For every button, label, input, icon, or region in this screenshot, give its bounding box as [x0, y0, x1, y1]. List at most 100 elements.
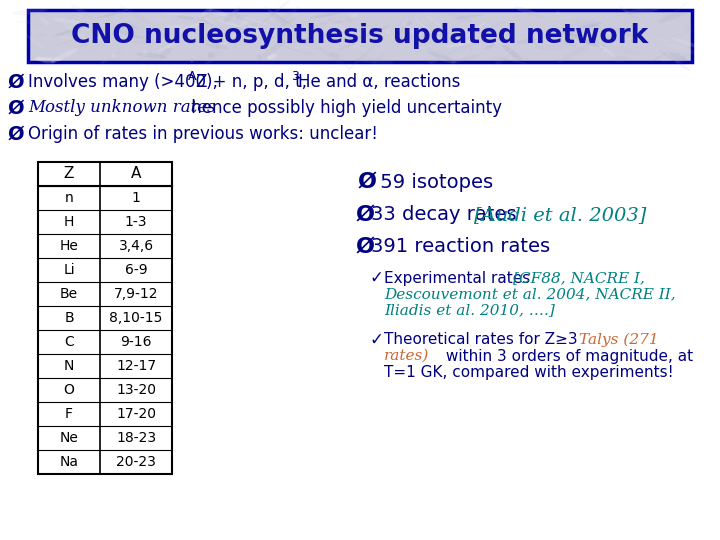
Ellipse shape: [323, 19, 354, 35]
Text: 59 isotopes: 59 isotopes: [374, 172, 493, 192]
Ellipse shape: [217, 20, 252, 29]
Ellipse shape: [79, 22, 91, 24]
Ellipse shape: [310, 12, 341, 18]
Ellipse shape: [269, 11, 295, 30]
Ellipse shape: [469, 48, 473, 50]
Ellipse shape: [294, 47, 301, 49]
Ellipse shape: [565, 22, 601, 35]
Ellipse shape: [190, 58, 194, 63]
Ellipse shape: [124, 24, 138, 29]
Ellipse shape: [204, 43, 228, 49]
Ellipse shape: [676, 54, 689, 63]
Ellipse shape: [623, 8, 658, 14]
Ellipse shape: [347, 44, 376, 71]
Ellipse shape: [219, 34, 235, 46]
Ellipse shape: [426, 32, 451, 39]
Ellipse shape: [116, 34, 120, 37]
Ellipse shape: [586, 38, 600, 44]
Ellipse shape: [30, 11, 37, 17]
Ellipse shape: [586, 23, 603, 29]
Ellipse shape: [426, 47, 439, 57]
Ellipse shape: [257, 55, 261, 59]
Text: n: n: [65, 191, 73, 205]
Ellipse shape: [403, 23, 416, 36]
Ellipse shape: [354, 58, 394, 64]
Ellipse shape: [262, 0, 290, 23]
Ellipse shape: [35, 33, 47, 37]
Text: Be: Be: [60, 287, 78, 301]
Ellipse shape: [423, 14, 441, 26]
Text: 1-3: 1-3: [125, 215, 148, 229]
Ellipse shape: [267, 32, 276, 36]
Ellipse shape: [447, 15, 469, 33]
Ellipse shape: [53, 36, 93, 42]
Text: Ø: Ø: [355, 237, 374, 257]
Ellipse shape: [417, 35, 428, 39]
Ellipse shape: [385, 30, 390, 35]
Ellipse shape: [240, 21, 248, 26]
Ellipse shape: [226, 23, 259, 33]
Ellipse shape: [111, 53, 116, 58]
Text: ✓: ✓: [370, 331, 384, 349]
Text: 9-16: 9-16: [120, 335, 152, 349]
Ellipse shape: [372, 52, 387, 64]
Ellipse shape: [571, 19, 599, 24]
Text: hence possibly high yield uncertainty: hence possibly high yield uncertainty: [186, 99, 502, 117]
Ellipse shape: [402, 21, 436, 42]
Ellipse shape: [350, 14, 359, 17]
Ellipse shape: [446, 12, 472, 23]
Ellipse shape: [331, 21, 343, 23]
Text: Ø: Ø: [355, 205, 374, 225]
Ellipse shape: [346, 26, 352, 30]
Ellipse shape: [660, 59, 672, 62]
Text: Descouvemont et al. 2004, NACRE II,: Descouvemont et al. 2004, NACRE II,: [384, 287, 675, 301]
Ellipse shape: [578, 24, 600, 28]
Text: rates): rates): [384, 349, 429, 363]
Text: 20-23: 20-23: [116, 455, 156, 469]
Ellipse shape: [348, 36, 362, 40]
Ellipse shape: [194, 12, 217, 22]
Ellipse shape: [657, 12, 685, 23]
Ellipse shape: [201, 34, 212, 42]
Ellipse shape: [620, 34, 627, 37]
Ellipse shape: [297, 30, 305, 33]
Ellipse shape: [613, 56, 628, 62]
Text: H: H: [64, 215, 74, 229]
Ellipse shape: [267, 54, 274, 60]
Ellipse shape: [555, 16, 573, 19]
Ellipse shape: [663, 2, 688, 22]
Text: He: He: [60, 239, 78, 253]
Ellipse shape: [17, 21, 46, 26]
Text: 8,10-15: 8,10-15: [109, 311, 163, 325]
Ellipse shape: [485, 44, 495, 50]
Ellipse shape: [550, 29, 579, 36]
Ellipse shape: [281, 42, 316, 43]
Text: Talys (271: Talys (271: [579, 333, 659, 347]
Text: Li: Li: [63, 263, 75, 277]
Ellipse shape: [485, 22, 503, 32]
Text: Z: Z: [64, 166, 74, 181]
Ellipse shape: [264, 45, 274, 55]
Ellipse shape: [200, 6, 214, 17]
Ellipse shape: [385, 11, 411, 36]
Ellipse shape: [110, 22, 142, 32]
Text: 3: 3: [291, 71, 299, 84]
Ellipse shape: [329, 52, 340, 58]
Ellipse shape: [669, 29, 700, 37]
Text: 18-23: 18-23: [116, 431, 156, 445]
Ellipse shape: [575, 49, 590, 54]
Ellipse shape: [54, 26, 83, 37]
Ellipse shape: [63, 22, 75, 33]
Text: 391 reaction rates: 391 reaction rates: [371, 238, 550, 256]
Ellipse shape: [207, 52, 215, 58]
Bar: [28, 10, 692, 62]
Ellipse shape: [670, 52, 687, 62]
Ellipse shape: [674, 52, 680, 57]
Ellipse shape: [492, 57, 527, 64]
Text: Experimental rates: Experimental rates: [384, 271, 535, 286]
Ellipse shape: [235, 14, 240, 18]
Text: 6-9: 6-9: [125, 263, 148, 277]
Ellipse shape: [71, 29, 94, 45]
Text: 3,4,6: 3,4,6: [118, 239, 153, 253]
Text: Origin of rates in previous works: unclear!: Origin of rates in previous works: uncle…: [28, 125, 378, 143]
